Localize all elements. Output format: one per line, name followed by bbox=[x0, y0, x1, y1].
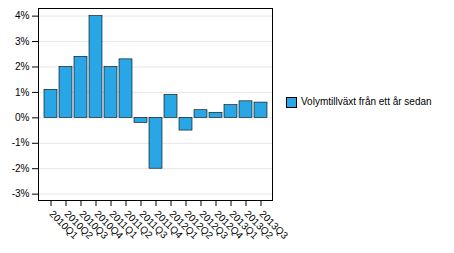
svg-text:2010Q1: 2010Q1 bbox=[47, 208, 81, 242]
html-text:Volymtillväxt från ett år seda: Volymtillväxt från ett år sedan bbox=[301, 96, 432, 107]
svg-text:-1%: -1% bbox=[12, 137, 30, 148]
svg-text:2012Q4: 2012Q4 bbox=[212, 208, 246, 242]
svg-text:3%: 3% bbox=[15, 36, 30, 47]
svg-text:4%: 4% bbox=[15, 10, 30, 21]
svg-text:2011Q3: 2011Q3 bbox=[137, 208, 170, 241]
svg-text:2010Q4: 2010Q4 bbox=[92, 208, 126, 242]
svg-text:2%: 2% bbox=[15, 61, 30, 72]
svg-text:2013Q3: 2013Q3 bbox=[257, 208, 290, 241]
svg-text:2012Q3: 2012Q3 bbox=[197, 208, 231, 242]
svg-text:-2%: -2% bbox=[12, 163, 30, 174]
svg-text:-3%: -3% bbox=[12, 188, 30, 199]
svg-text:2012Q1: 2012Q1 bbox=[167, 208, 201, 242]
svg-text:2012Q2: 2012Q2 bbox=[182, 208, 216, 242]
svg-text:2010Q3: 2010Q3 bbox=[77, 208, 111, 242]
svg-text:2010Q2: 2010Q2 bbox=[62, 208, 96, 242]
svg-text:2013Q2: 2013Q2 bbox=[242, 208, 276, 242]
svg-text:2011Q1: 2011Q1 bbox=[107, 208, 140, 241]
svg-text:1%: 1% bbox=[15, 87, 30, 98]
svg-text:2013Q1: 2013Q1 bbox=[227, 208, 261, 242]
svg-text:0%: 0% bbox=[15, 112, 30, 123]
svg-text:2011Q4: 2011Q4 bbox=[152, 208, 185, 241]
svg-text:2011Q2: 2011Q2 bbox=[122, 208, 155, 241]
